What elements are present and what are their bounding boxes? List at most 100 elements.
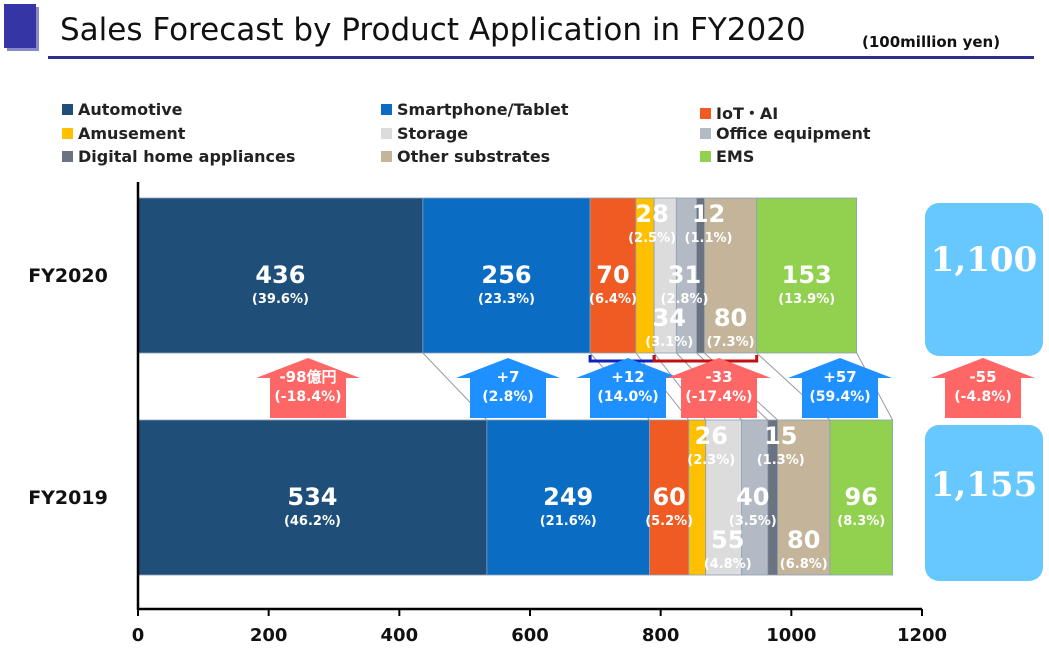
legend-label: Digital home appliances bbox=[78, 147, 296, 166]
total-box-fy2020: 1,100 bbox=[925, 203, 1043, 356]
legend-label: Other substrates bbox=[397, 147, 551, 166]
legend-item-storage: Storage bbox=[381, 124, 468, 143]
legend-label: Office equipment bbox=[716, 124, 871, 143]
segment-value-label: 12 bbox=[692, 200, 725, 228]
segment-value-label: 80 bbox=[714, 304, 747, 332]
legend-swatch bbox=[381, 151, 392, 162]
legend-item-amusement: Amusement bbox=[62, 124, 185, 143]
bar-segment bbox=[756, 197, 858, 354]
change-value-label: -98億円 bbox=[279, 368, 336, 386]
legend-swatch bbox=[381, 104, 392, 115]
bar-segment bbox=[137, 197, 424, 354]
change-value-label: -33 bbox=[705, 368, 732, 386]
segment-value-label: 70 bbox=[596, 261, 629, 289]
bar-segment bbox=[705, 419, 743, 576]
segment-value-label: 26 bbox=[695, 422, 728, 450]
change-arrow-down bbox=[667, 358, 771, 418]
change-pct-label: (-18.4%) bbox=[274, 389, 341, 405]
bar-segment bbox=[422, 197, 591, 354]
change-value-label: +12 bbox=[611, 368, 644, 386]
change-pct-label: (-17.4%) bbox=[685, 389, 752, 405]
segment-pct-label: (7.3%) bbox=[707, 335, 755, 350]
legend-item-other-substrates: Other substrates bbox=[381, 147, 550, 166]
unit-label: (100million yen) bbox=[862, 33, 1001, 51]
bar-segment bbox=[589, 197, 637, 354]
x-tick-label: 1200 bbox=[897, 625, 947, 646]
segment-pct-label: (6.4%) bbox=[589, 292, 637, 307]
segment-pct-label: (1.1%) bbox=[685, 231, 733, 246]
segment-value-label: 40 bbox=[736, 483, 769, 511]
legend-label: Storage bbox=[397, 124, 469, 143]
segment-pct-label: (46.2%) bbox=[284, 514, 341, 529]
legend-swatch bbox=[381, 128, 392, 139]
bracket-red bbox=[652, 355, 759, 363]
legend-swatch bbox=[62, 151, 73, 162]
segment-value-label: 34 bbox=[653, 304, 686, 332]
change-pct-label: (59.4%) bbox=[809, 389, 870, 405]
change-pct-label: (2.8%) bbox=[482, 389, 534, 405]
legend-swatch bbox=[700, 108, 711, 119]
x-tick-label: 400 bbox=[381, 625, 419, 646]
legend-item-smartphone-tablet: Smartphone/Tablet bbox=[381, 100, 569, 119]
change-value-label: -55 bbox=[969, 368, 996, 386]
segment-pct-label: (13.9%) bbox=[778, 292, 835, 307]
segment-value-label: 534 bbox=[287, 483, 337, 511]
title-accent-block bbox=[4, 4, 36, 48]
segment-value-label: 256 bbox=[481, 261, 531, 289]
legend-swatch bbox=[62, 128, 73, 139]
segment-pct-label: (4.8%) bbox=[704, 557, 752, 572]
change-arrow-down bbox=[931, 358, 1035, 418]
category-label: FY2020 bbox=[28, 265, 108, 287]
segment-value-label: 80 bbox=[787, 526, 820, 554]
change-pct-label: (14.0%) bbox=[597, 389, 658, 405]
segment-pct-label: (2.8%) bbox=[661, 292, 709, 307]
legend-item-digital-home-appliances: Digital home appliances bbox=[62, 147, 295, 166]
change-value-label: +7 bbox=[496, 368, 519, 386]
segment-value-label: 436 bbox=[255, 261, 305, 289]
segment-value-label: 28 bbox=[635, 200, 668, 228]
total-box-fy2019: 1,155 bbox=[925, 425, 1043, 581]
legend-label: Amusement bbox=[78, 124, 186, 143]
x-tick-label: 600 bbox=[511, 625, 549, 646]
change-value-label: +57 bbox=[823, 368, 856, 386]
total-value-fy2020: 1,100 bbox=[930, 240, 1038, 280]
bar-segment bbox=[741, 419, 769, 576]
x-tick-label: 1000 bbox=[766, 625, 816, 646]
segment-value-label: 55 bbox=[711, 526, 744, 554]
legend-item-office-equipment: Office equipment bbox=[700, 124, 871, 143]
segment-value-label: 15 bbox=[764, 422, 797, 450]
segment-value-label: 153 bbox=[782, 261, 832, 289]
segment-pct-label: (3.1%) bbox=[645, 335, 693, 350]
legend-label: Smartphone/Tablet bbox=[397, 100, 569, 119]
legend-swatch bbox=[700, 151, 711, 162]
segment-value-label: 96 bbox=[845, 483, 878, 511]
page-title: Sales Forecast by Product Application in… bbox=[60, 12, 806, 48]
segment-pct-label: (5.2%) bbox=[645, 514, 693, 529]
legend-item-iot-ai: IoT・AI bbox=[700, 100, 778, 124]
bar-segment bbox=[777, 419, 831, 576]
segment-pct-label: (2.5%) bbox=[628, 231, 676, 246]
segment-pct-label: (39.6%) bbox=[252, 292, 309, 307]
bar-segment bbox=[137, 419, 488, 576]
bar-segment bbox=[649, 419, 690, 576]
segment-pct-label: (3.5%) bbox=[729, 514, 777, 529]
bracket-blue bbox=[588, 355, 656, 363]
segment-value-label: 249 bbox=[543, 483, 593, 511]
bar-segment bbox=[829, 419, 894, 576]
segment-pct-label: (2.3%) bbox=[687, 453, 735, 468]
change-arrow-up bbox=[576, 358, 680, 418]
x-tick-label: 800 bbox=[642, 625, 680, 646]
segment-pct-label: (21.6%) bbox=[540, 514, 597, 529]
change-arrow-up bbox=[788, 358, 892, 418]
segment-pct-label: (8.3%) bbox=[837, 514, 885, 529]
legend-label: Automotive bbox=[78, 100, 183, 119]
legend-label: IoT・AI bbox=[716, 104, 779, 123]
segment-value-label: 31 bbox=[668, 261, 701, 289]
segment-value-label: 60 bbox=[652, 483, 685, 511]
bar-segment bbox=[486, 419, 650, 576]
legend-label: EMS bbox=[716, 147, 755, 166]
change-arrow-down bbox=[256, 358, 360, 418]
segment-pct-label: (1.3%) bbox=[757, 453, 805, 468]
segment-pct-label: (23.3%) bbox=[478, 292, 535, 307]
